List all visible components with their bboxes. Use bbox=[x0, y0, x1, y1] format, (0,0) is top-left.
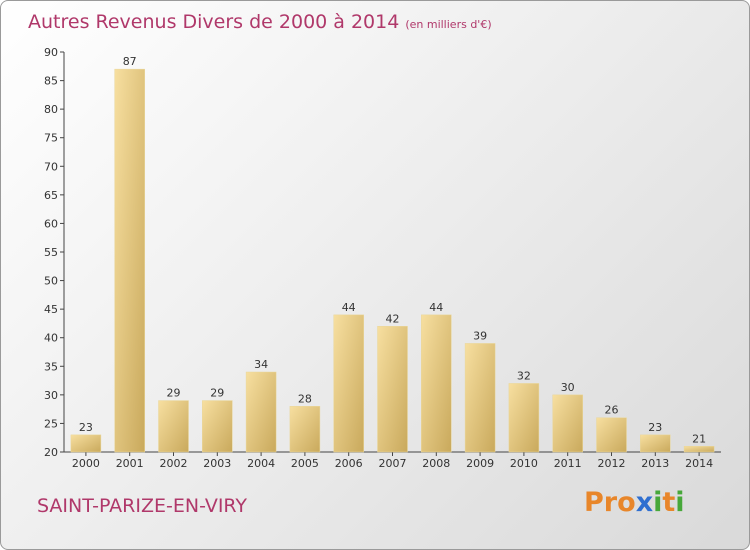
x-tick-label: 2013 bbox=[641, 457, 669, 470]
bar bbox=[202, 400, 233, 453]
bar-value-label: 32 bbox=[517, 369, 531, 382]
bar-value-label: 44 bbox=[342, 301, 356, 314]
logo-letter: i bbox=[653, 487, 663, 518]
bar bbox=[333, 314, 364, 453]
logo-letter: o bbox=[617, 487, 636, 518]
x-tick-label: 2004 bbox=[247, 457, 275, 470]
bar bbox=[245, 371, 277, 453]
bar bbox=[158, 400, 189, 453]
proxiti-logo[interactable]: Proxiti bbox=[584, 487, 685, 518]
y-tick-label: 75 bbox=[44, 132, 58, 145]
bar-value-label: 30 bbox=[561, 381, 575, 394]
logo-letter: P bbox=[584, 487, 604, 518]
y-tick-label: 65 bbox=[44, 189, 58, 202]
bar bbox=[421, 314, 452, 453]
x-tick-label: 2009 bbox=[466, 457, 494, 470]
x-tick-label: 2007 bbox=[379, 457, 407, 470]
bar bbox=[289, 406, 321, 453]
logo-letter: x bbox=[635, 487, 654, 518]
bar-value-label: 26 bbox=[605, 404, 619, 417]
bar-value-label: 29 bbox=[210, 387, 224, 400]
bar-value-label: 23 bbox=[648, 421, 662, 434]
chart-unit: (en milliers d'€) bbox=[405, 18, 492, 31]
chart-title-text: Autres Revenus Divers de 2000 à 2014 bbox=[28, 11, 400, 33]
y-tick-label: 45 bbox=[44, 303, 58, 316]
bar bbox=[596, 417, 627, 453]
commune-name: SAINT-PARIZE-EN-VIRY bbox=[37, 495, 248, 517]
bar bbox=[377, 326, 408, 453]
x-tick-label: 2011 bbox=[554, 457, 582, 470]
logo-letter: t bbox=[662, 487, 676, 518]
y-tick-label: 70 bbox=[44, 160, 58, 173]
bar-value-label: 23 bbox=[79, 421, 93, 434]
x-tick-label: 2000 bbox=[72, 457, 100, 470]
y-tick-label: 55 bbox=[44, 246, 58, 259]
bar-value-label: 29 bbox=[167, 387, 181, 400]
bar-value-label: 21 bbox=[692, 432, 706, 445]
y-tick-label: 30 bbox=[44, 389, 58, 402]
bar-value-label: 34 bbox=[254, 358, 268, 371]
bar bbox=[508, 383, 540, 453]
bar-value-label: 87 bbox=[123, 55, 137, 68]
bar bbox=[683, 446, 715, 453]
y-tick-label: 20 bbox=[44, 446, 58, 459]
x-tick-label: 2006 bbox=[335, 457, 363, 470]
x-tick-label: 2002 bbox=[160, 457, 188, 470]
logo-letter: r bbox=[603, 487, 618, 518]
y-tick-label: 85 bbox=[44, 75, 58, 88]
chart-title: Autres Revenus Divers de 2000 à 2014 (en … bbox=[28, 11, 492, 33]
y-axis: 20 25 30 35 40 45 50 55 60 65 70 75 80 85 90 bbox=[44, 46, 65, 459]
y-tick-label: 80 bbox=[44, 103, 58, 116]
y-tick-label: 25 bbox=[44, 417, 58, 430]
bar bbox=[70, 434, 102, 453]
y-tick-label: 40 bbox=[44, 332, 58, 345]
y-tick-label: 90 bbox=[44, 46, 58, 59]
bar-value-label: 28 bbox=[298, 392, 312, 405]
bar-value-label: 42 bbox=[386, 312, 400, 325]
x-axis: 2000 2001 2002 2003 2004 2005 2006 2007 2008 2009… bbox=[64, 451, 721, 470]
bar bbox=[464, 343, 496, 453]
data-labels: 23 87 29 29 34 28 44 42 44 39 32 30 26 23 21 bbox=[79, 55, 706, 445]
x-tick-label: 2003 bbox=[203, 457, 231, 470]
x-tick-label: 2008 bbox=[422, 457, 450, 470]
x-tick-label: 2005 bbox=[291, 457, 319, 470]
logo-letter: i bbox=[675, 487, 685, 518]
x-tick-label: 2001 bbox=[116, 457, 144, 470]
bar bbox=[114, 68, 145, 453]
x-tick-label: 2010 bbox=[510, 457, 538, 470]
bar bbox=[640, 434, 671, 453]
y-tick-label: 60 bbox=[44, 217, 58, 230]
y-tick-label: 50 bbox=[44, 275, 58, 288]
x-tick-label: 2014 bbox=[685, 457, 713, 470]
y-tick-label: 35 bbox=[44, 360, 58, 373]
bar-value-label: 39 bbox=[473, 329, 487, 342]
x-tick-label: 2012 bbox=[598, 457, 626, 470]
bar-value-label: 44 bbox=[429, 301, 443, 314]
bars bbox=[70, 68, 715, 453]
bar bbox=[552, 394, 583, 453]
